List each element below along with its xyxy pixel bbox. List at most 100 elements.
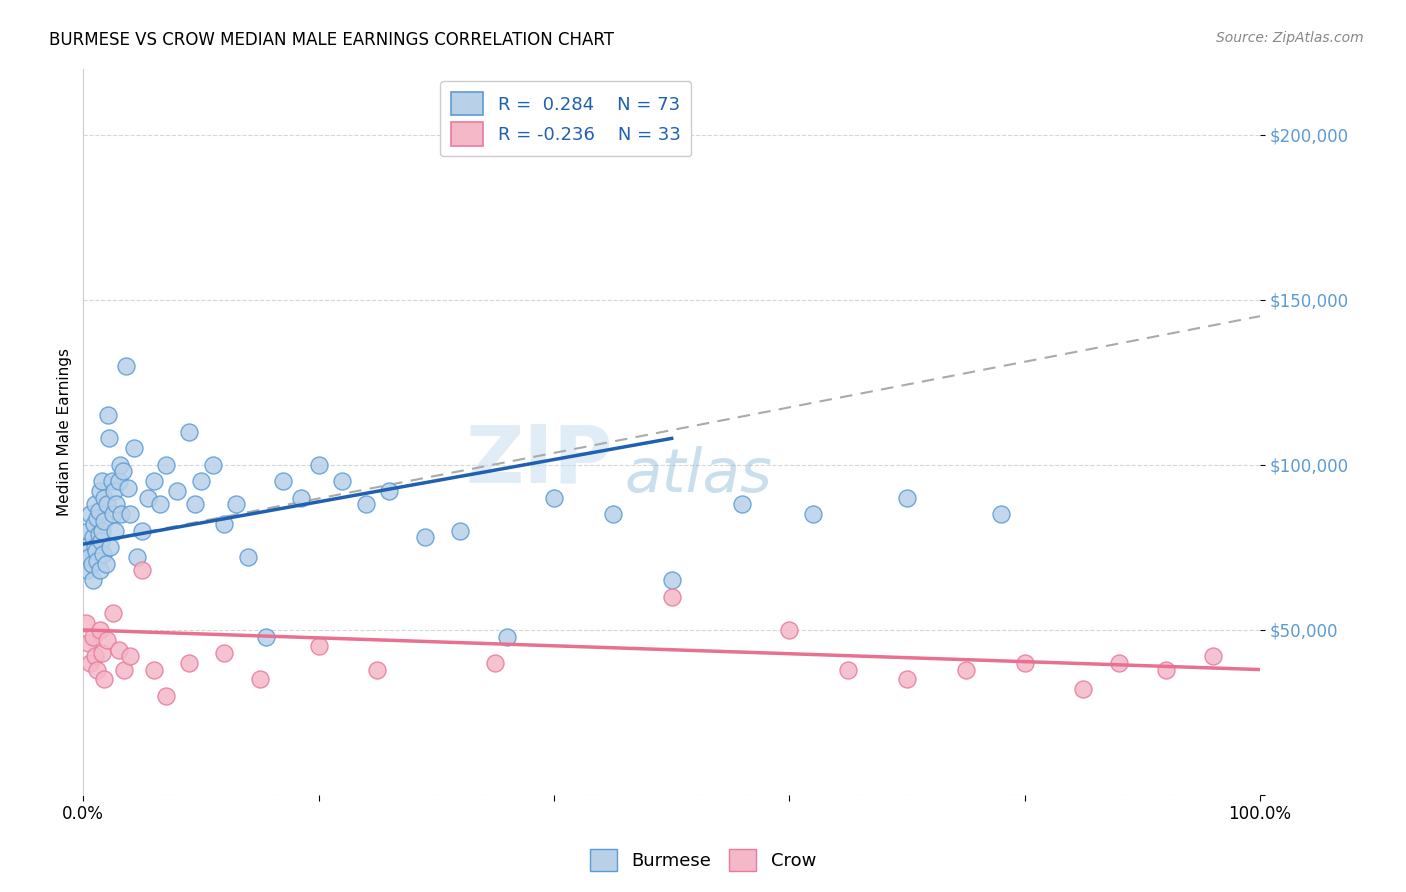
Point [89, 484, 111, 499]
Legend: R =  0.284    N = 73, R = -0.236    N = 33: R = 0.284 N = 73, R = -0.236 N = 33 [440, 81, 692, 156]
Point [249, 673, 271, 687]
Point [91, 547, 114, 561]
Point [896, 491, 918, 505]
Point [366, 663, 388, 677]
Point [82, 630, 104, 644]
Point [236, 550, 259, 565]
Point [142, 475, 165, 489]
Point [104, 524, 127, 538]
Point [330, 475, 353, 489]
Point [79, 656, 101, 670]
Point [273, 475, 295, 489]
Point [86, 663, 108, 677]
Point [778, 623, 800, 637]
Point [84, 498, 107, 512]
Point [91, 475, 114, 489]
Point [86, 553, 108, 567]
Point [290, 491, 312, 505]
Point [98, 541, 121, 555]
Point [131, 564, 153, 578]
Legend: Burmese, Crow: Burmese, Crow [582, 842, 824, 879]
Point [75, 616, 97, 631]
Point [80, 557, 103, 571]
Text: atlas: atlas [624, 446, 772, 505]
Point [84, 541, 107, 555]
Point [101, 607, 124, 621]
Point [77, 636, 100, 650]
Point [801, 508, 824, 522]
Point [117, 481, 139, 495]
Point [354, 498, 377, 512]
Point [112, 464, 135, 478]
Point [149, 498, 172, 512]
Point [308, 640, 330, 654]
Point [101, 508, 124, 522]
Point [602, 508, 624, 522]
Text: ZIP: ZIP [465, 422, 613, 500]
Point [136, 491, 159, 505]
Text: BURMESE VS CROW MEDIAN MALE EARNINGS CORRELATION CHART: BURMESE VS CROW MEDIAN MALE EARNINGS COR… [49, 31, 614, 49]
Point [896, 673, 918, 687]
Text: Source: ZipAtlas.com: Source: ZipAtlas.com [1216, 31, 1364, 45]
Point [378, 484, 401, 499]
Point [184, 498, 207, 512]
Point [661, 574, 683, 588]
Point [90, 533, 112, 548]
Point [89, 623, 111, 637]
Point [96, 632, 118, 647]
Y-axis label: Median Male Earnings: Median Male Earnings [58, 348, 72, 516]
Point [120, 649, 142, 664]
Point [190, 475, 212, 489]
Point [93, 514, 115, 528]
Point [107, 475, 129, 489]
Point [114, 359, 136, 373]
Point [100, 475, 122, 489]
Point [87, 504, 110, 518]
Point [82, 531, 104, 545]
Point [142, 663, 165, 677]
Point [96, 498, 118, 512]
Point [86, 510, 108, 524]
Point [83, 517, 105, 532]
Point [308, 458, 330, 472]
Point [89, 564, 111, 578]
Point [76, 564, 98, 578]
Point [98, 431, 121, 445]
Point [1202, 649, 1225, 664]
Point [225, 498, 247, 512]
Point [990, 508, 1012, 522]
Point [166, 484, 188, 499]
Point [84, 543, 107, 558]
Point [91, 524, 114, 538]
Point [543, 491, 565, 505]
Point [484, 656, 506, 670]
Point [131, 524, 153, 538]
Point [1108, 656, 1130, 670]
Point [1014, 656, 1036, 670]
Point [179, 425, 201, 439]
Point [107, 642, 129, 657]
Point [77, 550, 100, 565]
Point [496, 630, 519, 644]
Point [127, 550, 149, 565]
Point [731, 498, 754, 512]
Point [79, 508, 101, 522]
Point [1154, 663, 1177, 677]
Point [1073, 682, 1095, 697]
Point [214, 646, 236, 660]
Point [94, 557, 117, 571]
Point [84, 649, 107, 664]
Point [413, 531, 436, 545]
Point [110, 508, 132, 522]
Point [214, 517, 236, 532]
Point [120, 508, 142, 522]
Point [93, 491, 115, 505]
Point [75, 541, 97, 555]
Point [87, 527, 110, 541]
Point [82, 574, 104, 588]
Point [77, 524, 100, 538]
Point [155, 689, 177, 703]
Point [103, 484, 125, 499]
Point [955, 663, 977, 677]
Point [837, 663, 859, 677]
